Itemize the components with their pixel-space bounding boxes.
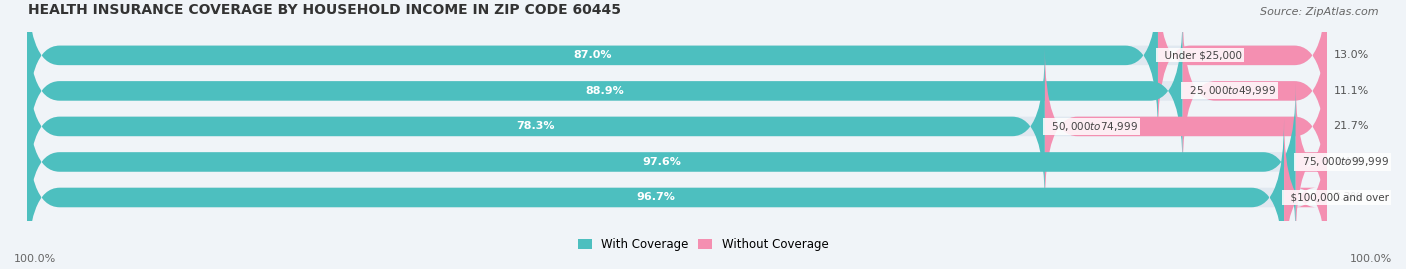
Text: 78.3%: 78.3%: [517, 121, 555, 132]
FancyBboxPatch shape: [27, 12, 1327, 170]
Text: 3.3%: 3.3%: [1333, 193, 1361, 203]
Text: 88.9%: 88.9%: [585, 86, 624, 96]
Text: 100.0%: 100.0%: [1350, 254, 1392, 264]
FancyBboxPatch shape: [27, 47, 1045, 206]
FancyBboxPatch shape: [1182, 12, 1327, 170]
FancyBboxPatch shape: [27, 0, 1159, 134]
Text: $75,000 to $99,999: $75,000 to $99,999: [1296, 155, 1389, 168]
Text: $100,000 and over: $100,000 and over: [1284, 193, 1389, 203]
Text: 13.0%: 13.0%: [1333, 50, 1368, 60]
Text: $50,000 to $74,999: $50,000 to $74,999: [1045, 120, 1137, 133]
Text: 87.0%: 87.0%: [574, 50, 612, 60]
Text: $25,000 to $49,999: $25,000 to $49,999: [1182, 84, 1275, 97]
FancyBboxPatch shape: [27, 12, 1182, 170]
FancyBboxPatch shape: [1295, 83, 1329, 241]
Text: HEALTH INSURANCE COVERAGE BY HOUSEHOLD INCOME IN ZIP CODE 60445: HEALTH INSURANCE COVERAGE BY HOUSEHOLD I…: [28, 3, 621, 17]
Text: 21.7%: 21.7%: [1333, 121, 1369, 132]
FancyBboxPatch shape: [1159, 0, 1327, 134]
FancyBboxPatch shape: [27, 0, 1327, 134]
Legend: With Coverage, Without Coverage: With Coverage, Without Coverage: [572, 234, 834, 256]
Text: 2.4%: 2.4%: [1333, 157, 1362, 167]
FancyBboxPatch shape: [27, 83, 1327, 241]
Text: Under $25,000: Under $25,000: [1159, 50, 1241, 60]
FancyBboxPatch shape: [27, 83, 1296, 241]
Text: 100.0%: 100.0%: [14, 254, 56, 264]
Text: 97.6%: 97.6%: [643, 157, 681, 167]
Text: Source: ZipAtlas.com: Source: ZipAtlas.com: [1260, 7, 1378, 17]
Text: 11.1%: 11.1%: [1333, 86, 1368, 96]
FancyBboxPatch shape: [1045, 47, 1327, 206]
Text: 96.7%: 96.7%: [636, 193, 675, 203]
FancyBboxPatch shape: [27, 118, 1284, 269]
FancyBboxPatch shape: [27, 118, 1327, 269]
FancyBboxPatch shape: [27, 47, 1327, 206]
FancyBboxPatch shape: [1284, 118, 1327, 269]
